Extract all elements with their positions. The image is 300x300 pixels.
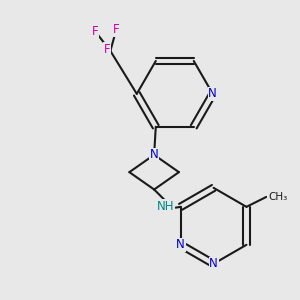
Text: F: F: [92, 25, 99, 38]
Text: F: F: [104, 43, 110, 56]
Text: N: N: [150, 148, 158, 161]
Text: CH₃: CH₃: [268, 192, 287, 202]
Text: N: N: [208, 87, 217, 101]
Text: N: N: [209, 257, 218, 270]
Text: F: F: [113, 23, 120, 36]
Text: N: N: [176, 238, 185, 251]
Text: NH: NH: [157, 200, 174, 212]
